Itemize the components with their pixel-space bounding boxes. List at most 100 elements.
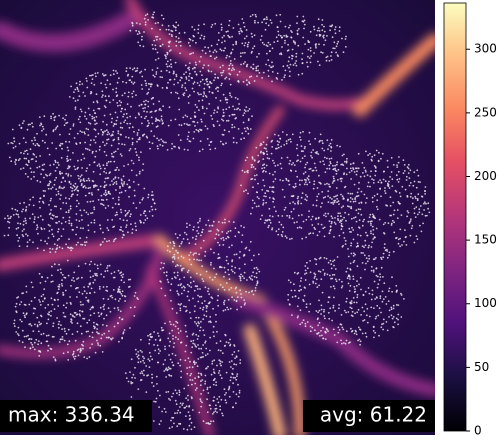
point: [124, 119, 127, 122]
point: [355, 209, 358, 212]
point: [353, 183, 356, 186]
point: [208, 103, 211, 105]
point: [352, 168, 355, 171]
point: [202, 280, 205, 283]
point: [168, 397, 170, 400]
point: [391, 276, 393, 279]
point: [228, 24, 230, 27]
point: [349, 301, 352, 304]
point: [189, 281, 192, 284]
point: [315, 217, 317, 220]
point: [231, 64, 234, 67]
point: [198, 322, 200, 325]
point: [377, 283, 380, 285]
point: [75, 233, 77, 236]
point: [165, 376, 168, 378]
point: [102, 241, 104, 243]
point: [68, 197, 71, 200]
point: [51, 303, 54, 306]
point: [194, 321, 196, 323]
point: [337, 218, 339, 220]
point: [356, 242, 359, 245]
point: [271, 146, 274, 148]
point: [301, 321, 303, 324]
point: [209, 276, 211, 279]
point: [152, 74, 155, 77]
avg-label: avg: 61.22: [320, 403, 427, 427]
point: [285, 237, 288, 239]
point: [144, 107, 146, 109]
point: [407, 211, 410, 214]
point: [203, 334, 206, 336]
point: [180, 268, 183, 271]
point: [286, 156, 289, 159]
point: [62, 312, 65, 314]
point: [238, 103, 241, 105]
point: [142, 359, 145, 362]
point: [330, 157, 333, 160]
point: [30, 324, 33, 327]
point: [169, 399, 172, 401]
point: [263, 166, 266, 169]
point: [317, 216, 320, 219]
point: [399, 245, 401, 248]
point: [49, 225, 51, 227]
point: [302, 172, 305, 175]
point: [142, 134, 144, 137]
point: [343, 309, 346, 312]
point: [235, 299, 238, 302]
point: [120, 182, 123, 185]
point: [219, 265, 222, 268]
point: [144, 79, 147, 82]
point: [225, 371, 228, 374]
point: [330, 51, 333, 54]
point: [325, 257, 328, 260]
point: [228, 78, 231, 80]
point: [101, 351, 104, 353]
point: [296, 221, 298, 223]
point: [94, 135, 97, 138]
point: [272, 180, 275, 183]
point: [308, 283, 311, 286]
point: [95, 272, 98, 275]
point: [44, 307, 47, 309]
point: [373, 307, 375, 309]
point: [188, 254, 191, 256]
point: [231, 265, 233, 268]
point: [264, 28, 267, 31]
point: [303, 27, 305, 30]
point: [380, 181, 383, 184]
point: [186, 283, 189, 286]
point: [308, 181, 311, 184]
point: [382, 298, 385, 300]
point: [129, 29, 132, 32]
point: [370, 222, 372, 225]
point: [17, 216, 20, 218]
point: [83, 290, 86, 293]
point: [53, 308, 56, 310]
point: [97, 311, 100, 314]
point: [411, 225, 414, 227]
point: [376, 193, 379, 196]
point: [92, 184, 95, 187]
point: [52, 129, 55, 132]
point: [199, 273, 202, 276]
point: [151, 373, 153, 376]
point: [335, 163, 338, 166]
point: [332, 175, 335, 178]
point: [184, 324, 187, 327]
point: [211, 23, 214, 26]
point: [196, 288, 199, 290]
point: [222, 239, 225, 242]
point: [236, 98, 239, 100]
point: [111, 219, 114, 221]
point: [56, 125, 59, 128]
point: [375, 227, 378, 230]
point: [90, 90, 92, 93]
point: [284, 69, 287, 72]
point: [229, 229, 232, 232]
point: [104, 95, 107, 98]
point: [382, 276, 384, 278]
point: [267, 24, 270, 27]
point: [283, 196, 286, 198]
